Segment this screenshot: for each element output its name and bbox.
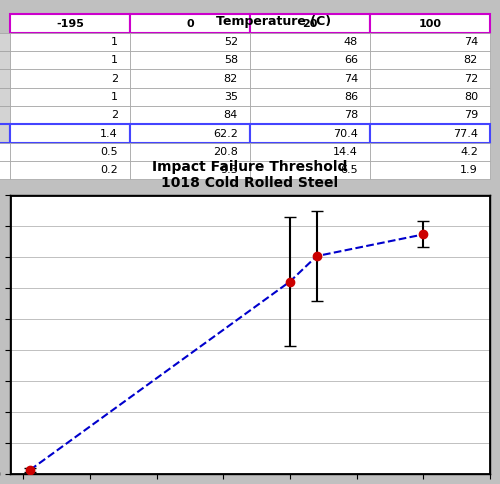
Text: Temperature (C): Temperature (C) xyxy=(216,15,332,28)
Title: Impact Failure Threshold
1018 Cold Rolled Steel: Impact Failure Threshold 1018 Cold Rolle… xyxy=(152,160,348,190)
